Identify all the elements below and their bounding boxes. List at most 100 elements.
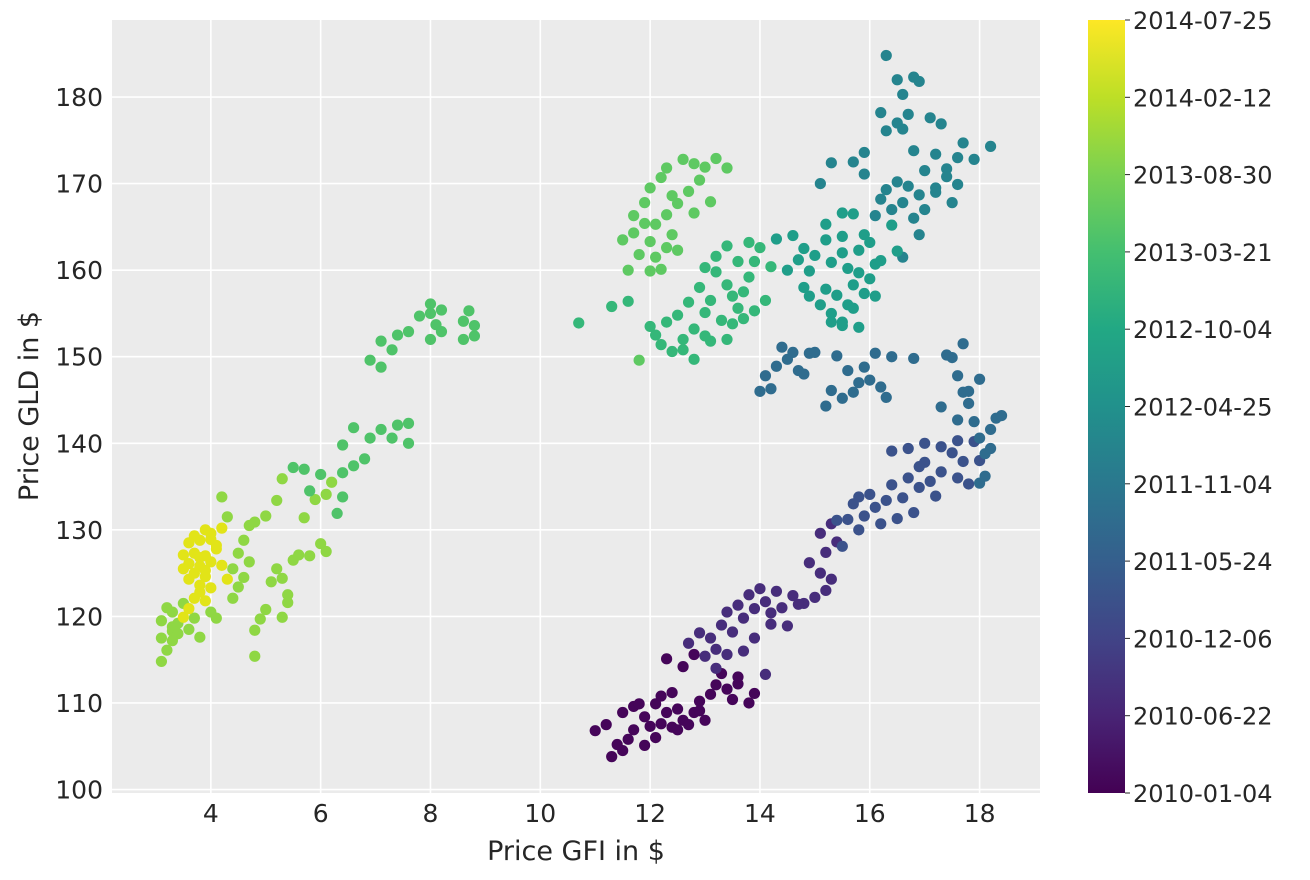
- scatter-point: [957, 338, 969, 350]
- x-tick-label: 12: [634, 799, 666, 828]
- scatter-point: [699, 261, 711, 274]
- scatter-point: [732, 255, 744, 268]
- scatter-point: [754, 583, 766, 595]
- scatter-point: [737, 313, 750, 325]
- y-axis-label: Price GLD in $: [14, 311, 45, 501]
- scatter-point: [661, 209, 673, 221]
- scatter-point: [886, 351, 898, 363]
- scatter-point: [238, 571, 250, 584]
- scatter-point: [655, 263, 667, 275]
- scatter-point: [265, 576, 277, 588]
- scatter-point: [880, 494, 892, 507]
- scatter-point: [188, 567, 200, 579]
- x-axis-label: Price GFI in $: [487, 836, 665, 867]
- scatter-point: [842, 262, 854, 275]
- scatter-point: [238, 534, 250, 546]
- scatter-point: [726, 626, 739, 638]
- scatter-point: [677, 153, 689, 165]
- scatter-point: [715, 619, 728, 631]
- scatter-point: [941, 349, 953, 361]
- scatter-point: [897, 197, 909, 209]
- scatter-point: [809, 249, 821, 262]
- scatter-point: [199, 595, 211, 607]
- scatter-point: [622, 295, 634, 307]
- scatter-point: [177, 611, 189, 623]
- scatter-point: [699, 161, 711, 173]
- scatter-point: [897, 123, 909, 135]
- scatter-point: [188, 612, 200, 624]
- scatter-point: [260, 510, 272, 522]
- scatter-point: [710, 662, 722, 674]
- scatter-point: [348, 422, 360, 434]
- scatter-point: [787, 346, 799, 358]
- y-tick-label: 120: [55, 602, 103, 631]
- scatter-point: [194, 551, 206, 564]
- scatter-point: [183, 603, 195, 615]
- scatter-point: [320, 545, 332, 558]
- scatter-point: [968, 153, 980, 165]
- scatter-point: [391, 419, 404, 431]
- scatter-point: [682, 719, 695, 731]
- scatter-point: [913, 461, 925, 473]
- scatter-point: [820, 584, 832, 597]
- scatter-point: [820, 546, 832, 558]
- scatter-point: [468, 319, 481, 332]
- scatter-point: [671, 197, 684, 210]
- scatter-point: [633, 354, 645, 366]
- scatter-point: [831, 514, 843, 526]
- scatter-point: [973, 373, 986, 385]
- scatter-point: [232, 581, 244, 593]
- scatter-point: [908, 506, 920, 519]
- colorbar-tick-label: 2013-03-21: [1133, 239, 1272, 267]
- colorbar-tick-label: 2012-04-25: [1133, 394, 1272, 422]
- scatter-point: [946, 447, 958, 459]
- scatter-point: [710, 679, 722, 691]
- scatter-point: [748, 687, 761, 700]
- scatter-point: [216, 491, 228, 503]
- scatter-point: [908, 145, 920, 157]
- scatter-point: [765, 618, 777, 630]
- scatter-point: [869, 290, 881, 302]
- scatter-point: [402, 326, 415, 338]
- colorbar-tick-label: 2010-06-22: [1133, 703, 1272, 731]
- scatter-point: [573, 317, 585, 329]
- y-tick-label: 130: [55, 516, 103, 545]
- scatter-point: [271, 494, 283, 507]
- x-tick-labels: 4 6 8 10 12 14 16 18: [203, 799, 996, 828]
- scatter-point: [836, 392, 848, 404]
- scatter-point: [666, 229, 678, 241]
- scatter-point: [963, 478, 975, 490]
- scatter-point: [457, 333, 470, 346]
- scatter-point: [886, 479, 898, 491]
- scatter-point: [457, 315, 470, 327]
- scatter-point: [842, 364, 854, 377]
- scatter-point: [919, 165, 931, 177]
- scatter-point: [858, 168, 870, 180]
- scatter-point: [886, 445, 898, 457]
- scatter-point: [282, 589, 294, 601]
- scatter-point: [688, 207, 700, 219]
- scatter-point: [880, 391, 892, 404]
- scatter-point: [864, 236, 876, 249]
- scatter-point: [853, 321, 865, 333]
- scatter-point: [155, 632, 168, 644]
- scatter-point: [633, 698, 645, 710]
- scatter-point: [765, 383, 777, 395]
- scatter-point: [930, 186, 942, 198]
- scatter-point: [743, 697, 755, 709]
- scatter-point: [155, 615, 168, 627]
- scatter-point: [809, 591, 821, 603]
- scatter-point: [721, 333, 733, 346]
- scatter-point: [765, 261, 777, 273]
- scatter-point: [644, 235, 656, 248]
- scatter-point: [205, 556, 217, 568]
- scatter-point: [622, 264, 634, 276]
- scatter-point: [952, 414, 964, 426]
- scatter-point: [600, 719, 612, 731]
- scatter-point: [770, 360, 783, 372]
- scatter-point: [748, 632, 761, 644]
- scatter-point: [693, 705, 706, 717]
- y-tick-label: 170: [55, 170, 103, 199]
- scatter-point: [853, 491, 865, 503]
- scatter-point: [984, 442, 997, 455]
